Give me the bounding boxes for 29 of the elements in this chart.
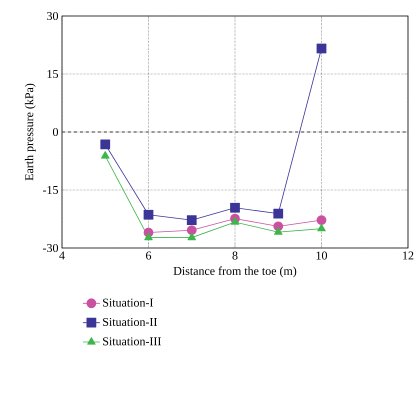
point [316,44,326,54]
x-tick-label: 8 [232,252,238,260]
y-tick-label: -15 [42,186,58,194]
x-axis-title: Distance from the toe (m) [174,266,296,278]
point [230,217,240,225]
point [230,202,240,213]
point [100,151,110,159]
y-tick-label: 15 [48,70,58,78]
x-tick-label: 10 [316,252,328,260]
x-tick-label: 4 [59,252,65,260]
y-tick-label: 0 [52,128,58,136]
y-tick-label: -30 [42,244,58,252]
point [273,208,284,218]
point [317,224,326,232]
point [316,215,326,226]
legend-label: Situation-I [103,298,154,307]
point [100,139,110,150]
y-axis-title: Earth pressure (kPa) [24,84,36,180]
legend-label: Situation-III [103,337,161,346]
point [144,210,154,220]
x-tick-label: 6 [146,252,152,260]
y-tick-label: 30 [47,12,58,20]
legend-label: Situation-II [103,318,157,326]
point [274,227,283,235]
point [186,225,197,236]
point [144,232,153,240]
x-tick-label: 12 [403,252,414,260]
point [187,232,196,240]
point [186,215,197,226]
